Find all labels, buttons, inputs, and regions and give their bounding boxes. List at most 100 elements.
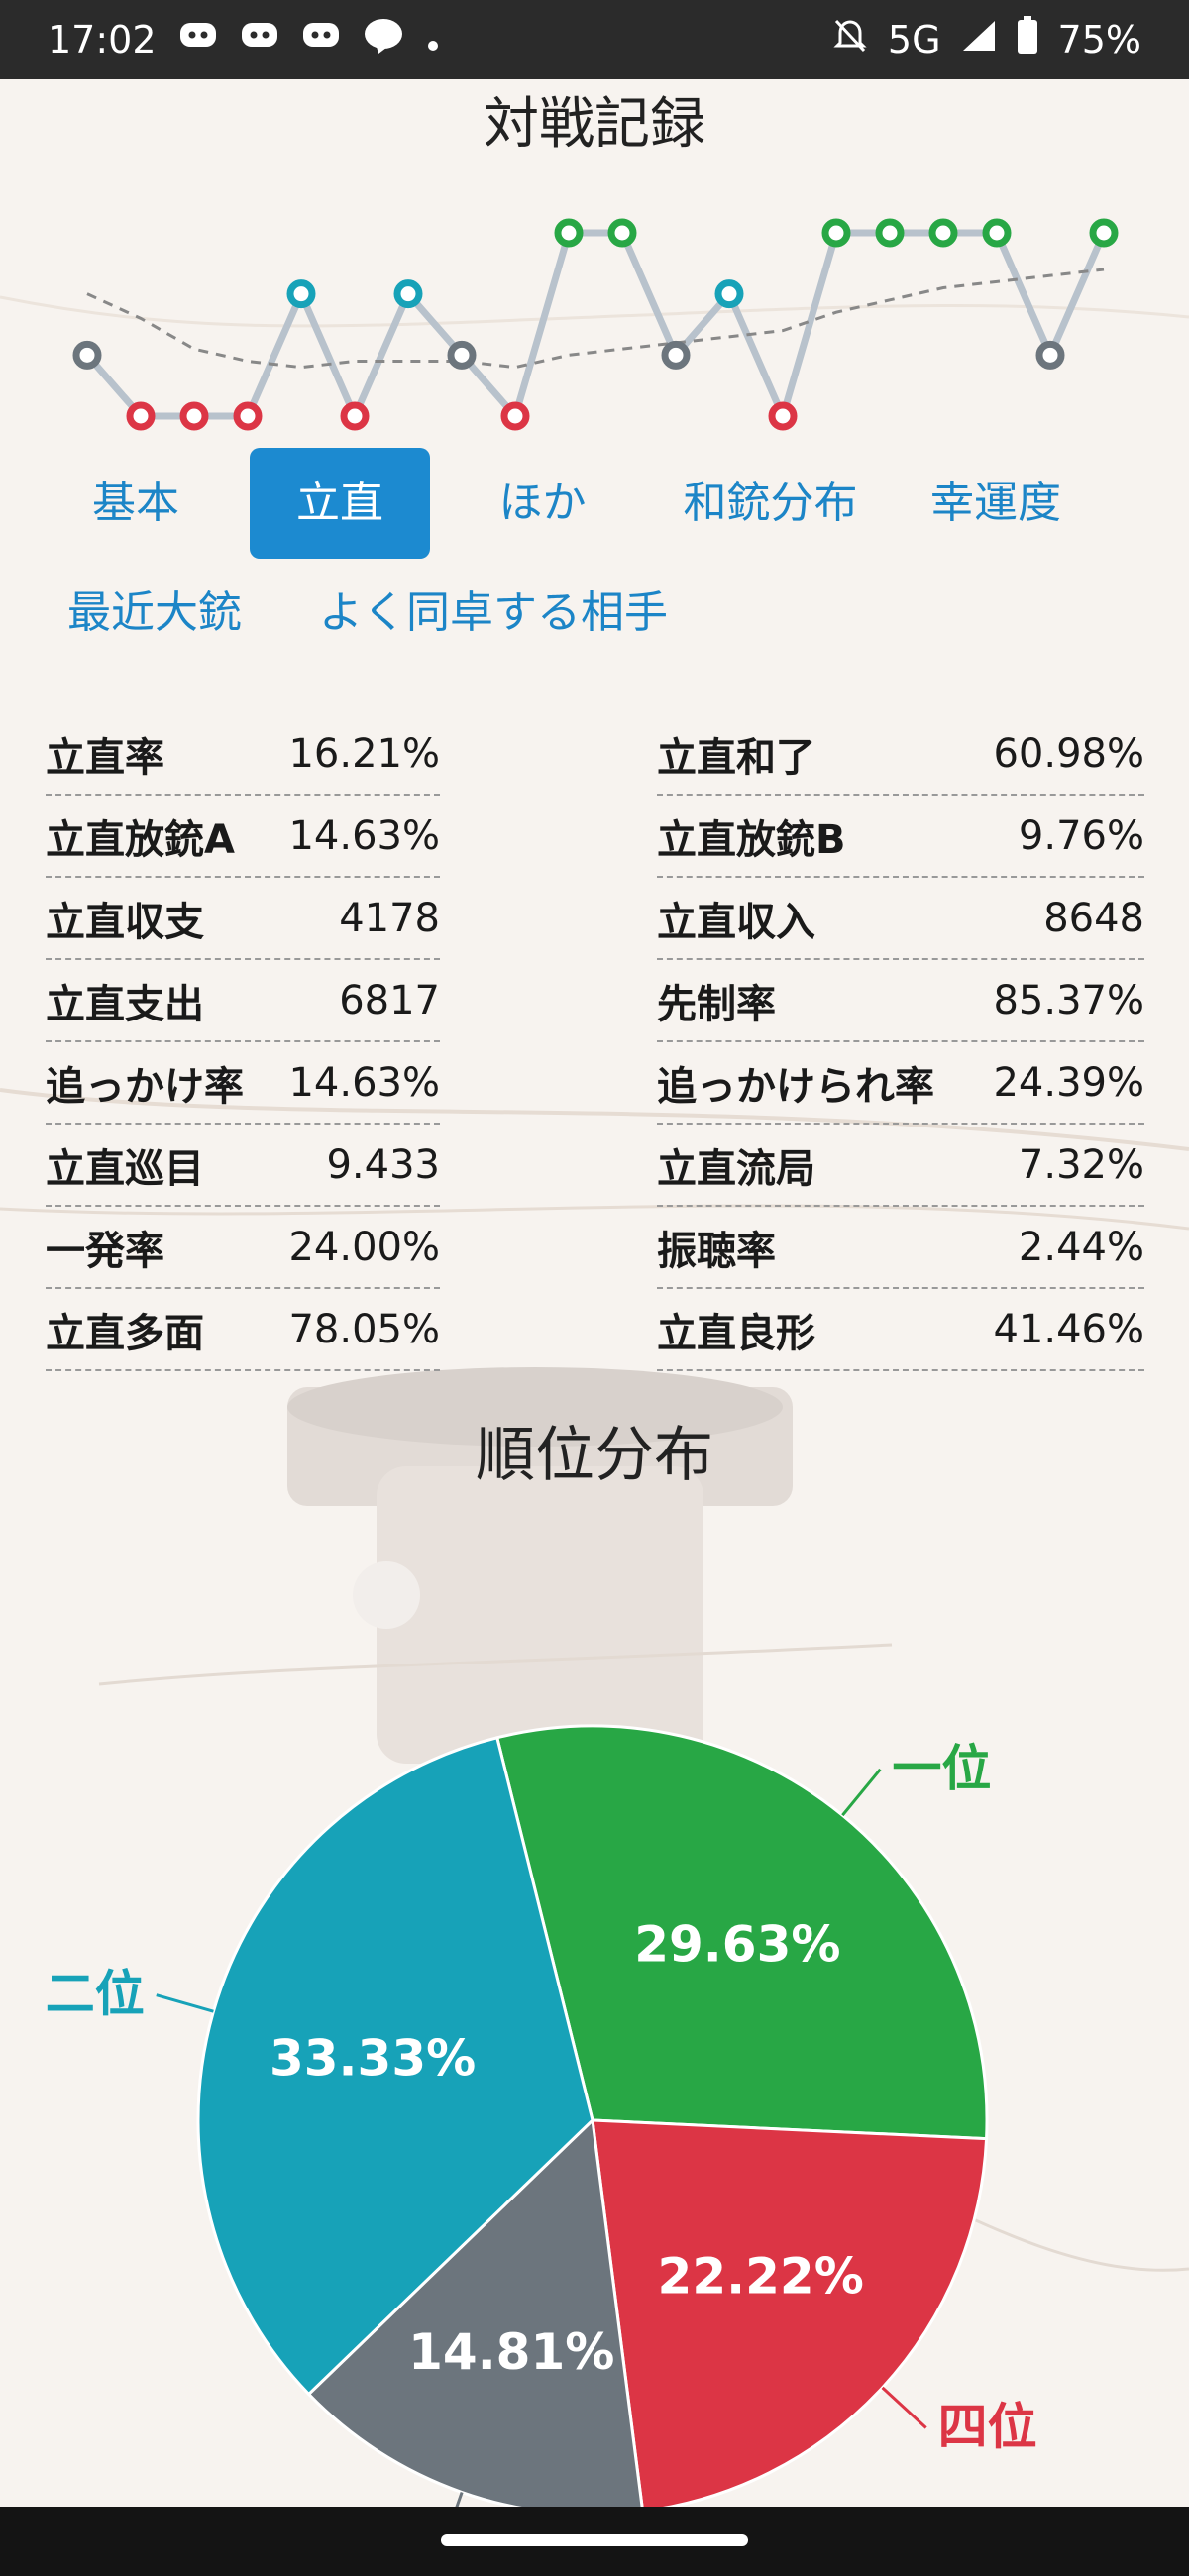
stat-value: 9.76% [1018, 812, 1144, 859]
stat-label: 立直支出 [46, 981, 204, 1027]
mute-icon [832, 17, 868, 63]
rank-point [447, 340, 477, 370]
rank-series-line [84, 229, 1108, 420]
status-time: 17:02 [48, 18, 157, 61]
pie-value-label: 33.33% [270, 2029, 476, 2087]
match-record-chart [72, 218, 1119, 431]
pie-leader-line [156, 1993, 214, 2013]
stat-value: 41.46% [993, 1306, 1144, 1352]
stat-label: 立直多面 [46, 1310, 204, 1356]
discord-icon [178, 18, 218, 61]
discord-icon [240, 18, 279, 61]
pie-category-label: 二位 [46, 1966, 145, 2023]
stat-row: 追っかけられ率 24.39% [657, 1042, 1144, 1125]
stat-row: 立直収入 8648 [657, 878, 1144, 960]
stat-row: 一発率 24.00% [46, 1207, 440, 1289]
stat-label: 立直率 [46, 734, 164, 781]
network-type: 5G [887, 18, 941, 61]
stat-value: 8648 [1043, 895, 1144, 941]
stat-label: 立直放銃A [46, 816, 235, 863]
stat-label: 立直巡目 [46, 1145, 204, 1192]
stat-label: 振聴率 [657, 1228, 776, 1274]
rank-point [179, 401, 209, 431]
stat-value: 14.63% [288, 812, 440, 859]
stat-value: 78.05% [288, 1306, 440, 1352]
rank-point [126, 401, 156, 431]
rank-point [982, 218, 1012, 248]
pie-slice [196, 1735, 594, 2397]
stat-value: 6817 [339, 977, 440, 1023]
pie-value-label: 22.22% [658, 2248, 864, 2306]
stat-row: 立直収支 4178 [46, 878, 440, 960]
tab-luck[interactable]: 幸運度 [930, 478, 1061, 528]
stat-value: 2.44% [1018, 1224, 1144, 1270]
stat-label: 追っかけ率 [46, 1063, 244, 1110]
stat-row: 立直支出 6817 [46, 960, 440, 1042]
stat-label: 立直放銃B [657, 816, 846, 863]
stat-label: 立直流局 [657, 1145, 815, 1192]
discord-icon [301, 18, 341, 61]
stat-value: 4178 [339, 895, 440, 941]
line-app-icon [363, 17, 404, 63]
stat-label: 一発率 [46, 1228, 164, 1274]
stat-value: 85.37% [993, 977, 1144, 1023]
rank-point [72, 340, 102, 370]
rank-point [607, 218, 637, 248]
stat-label: 追っかけられ率 [657, 1063, 934, 1110]
battery-level: 75% [1057, 18, 1141, 61]
stat-row: 立直放銃B 9.76% [657, 796, 1144, 878]
pie-leader-line [841, 1768, 882, 1817]
status-bar: 17:02 5G 75% [0, 0, 1189, 79]
stat-row: 追っかけ率 14.63% [46, 1042, 440, 1125]
stat-label: 立直収入 [657, 899, 815, 945]
tab-frequent-opponents[interactable]: よく同卓する相手 [319, 588, 668, 638]
stat-row: 立直和了 60.98% [657, 713, 1144, 796]
rank-trend-line [86, 268, 1105, 370]
stat-label: 立直良形 [657, 1310, 815, 1356]
rank-point [554, 218, 584, 248]
stat-value: 9.433 [326, 1141, 440, 1188]
tab-win-deal-distribution[interactable]: 和銃分布 [683, 478, 858, 528]
stat-value: 7.32% [1018, 1141, 1144, 1188]
stat-row: 立直多面 78.05% [46, 1289, 440, 1371]
rank-point [768, 401, 798, 431]
pie-category-label: 一位 [892, 1740, 991, 1797]
stat-row: 立直良形 41.46% [657, 1289, 1144, 1371]
tab-riichi[interactable]: 立直 [250, 448, 430, 559]
rank-point [393, 279, 423, 309]
tab-other[interactable]: ほか [498, 478, 587, 528]
rank-point [1089, 218, 1119, 248]
notification-dot-icon [426, 18, 440, 61]
pie-slice [494, 1724, 989, 2141]
stat-row: 振聴率 2.44% [657, 1207, 1144, 1289]
tab-recent-big-deal[interactable]: 最近大銃 [67, 588, 242, 638]
rank-point [714, 279, 744, 309]
pie-leader-line [881, 2386, 927, 2429]
navigation-bar [0, 2507, 1189, 2576]
battery-icon [1017, 15, 1038, 64]
stat-label: 立直和了 [657, 734, 815, 781]
stat-value: 24.39% [993, 1059, 1144, 1106]
stat-label: 先制率 [657, 981, 776, 1027]
rank-point [928, 218, 958, 248]
stat-value: 16.21% [288, 730, 440, 777]
rank-point [340, 401, 370, 431]
stat-value: 60.98% [993, 730, 1144, 777]
home-gesture-handle[interactable] [441, 2534, 748, 2546]
rank-point [821, 218, 851, 248]
signal-icon [961, 18, 997, 61]
rank-point [286, 279, 316, 309]
stat-value: 14.63% [288, 1059, 440, 1106]
rank-point [500, 401, 530, 431]
stat-row: 先制率 85.37% [657, 960, 1144, 1042]
stat-value: 24.00% [288, 1224, 440, 1270]
tab-basic[interactable]: 基本 [92, 478, 179, 528]
stat-label: 立直収支 [46, 899, 204, 945]
rank-point [233, 401, 263, 431]
page-title: 対戦記録 [484, 92, 705, 157]
rank-point [661, 340, 691, 370]
pie-category-label: 四位 [938, 2399, 1037, 2456]
pie-value-label: 14.81% [408, 2323, 614, 2381]
stat-row: 立直放銃A 14.63% [46, 796, 440, 878]
